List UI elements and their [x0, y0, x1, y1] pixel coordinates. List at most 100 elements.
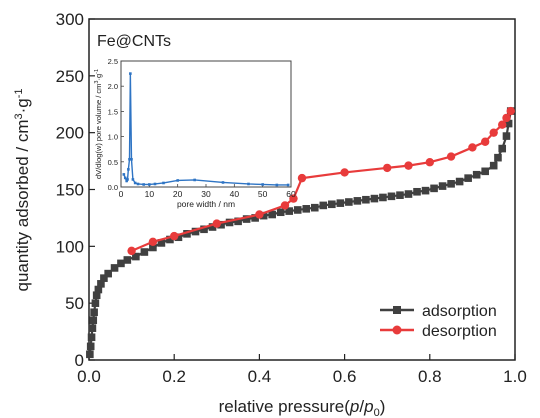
adsorption-point: [234, 217, 242, 226]
legend-adsorption-label: adsorption: [422, 303, 497, 320]
pore-distribution-point: [133, 181, 137, 185]
y-tick-label: 300: [56, 10, 84, 29]
adsorption-point: [100, 274, 108, 282]
adsorption-point: [90, 308, 98, 317]
desorption-point: [446, 152, 456, 161]
pore-distribution-point: [123, 176, 127, 180]
inset-x-tick-label: 10: [145, 189, 155, 199]
adsorption-point: [345, 198, 353, 206]
adsorption-point: [498, 144, 507, 153]
adsorption-point: [438, 182, 447, 190]
inset-y-tick-label: 0.0: [108, 183, 118, 192]
x-axis-title: relative pressure(p/p0): [219, 397, 386, 418]
pore-size-inset: 0 10 20 30 40 50 60 0.0 0.5 1.0 1.5 2.0 2.5 pore wi…: [94, 57, 296, 209]
pore-distribution-point: [131, 178, 135, 181]
adsorption-point: [481, 167, 489, 176]
adsorption-point: [117, 259, 125, 268]
x-axis-ticks: 0.0 0.2 0.4 0.6 0.8 1.0: [77, 354, 527, 386]
inset-x-tick-label: 20: [173, 189, 183, 199]
adsorption-point: [276, 208, 285, 217]
adsorption-point: [396, 191, 404, 199]
adsorption-point: [174, 233, 183, 242]
inset-x-title: pore width / nm: [177, 199, 235, 209]
inset-x-tick-label: 0: [119, 189, 124, 199]
pore-distribution-point: [286, 183, 290, 187]
adsorption-point: [379, 193, 387, 202]
legend-adsorption-marker: [393, 306, 401, 314]
inset-y-tick-label: 2.0: [108, 82, 118, 91]
adsorption-point: [149, 243, 157, 252]
adsorption-point: [92, 291, 101, 300]
x-tick-label: 0.0: [77, 367, 101, 386]
adsorption-point: [472, 170, 481, 179]
adsorption-point: [494, 153, 502, 162]
inset-x-tick-label: 40: [230, 189, 240, 199]
adsorption-point: [200, 225, 208, 234]
pore-distribution-point: [127, 168, 130, 171]
desorption-point: [289, 194, 298, 203]
pore-distribution-point: [125, 179, 128, 183]
adsorption-point: [208, 223, 217, 231]
adsorption-point: [421, 186, 430, 195]
adsorption-point: [464, 174, 472, 182]
adsorption-point: [217, 220, 225, 229]
desorption-point: [502, 113, 511, 123]
pore-distribution-point: [275, 183, 279, 187]
desorption-point: [255, 210, 264, 219]
pore-distribution-point: [221, 181, 225, 184]
adsorption-point: [94, 285, 103, 294]
adsorption-point: [132, 252, 140, 261]
desorption-point: [340, 168, 349, 177]
y-tick-label: 250: [56, 67, 84, 86]
y-tick-label: 200: [56, 124, 84, 143]
adsorption-point: [86, 342, 95, 351]
pore-distribution-point: [142, 183, 145, 186]
desorption-point: [280, 201, 290, 210]
desorption-point: [425, 158, 434, 167]
pore-distribution-line: [123, 73, 289, 186]
pore-distribution-point: [130, 157, 133, 161]
desorption-point: [297, 173, 307, 183]
desorption-point: [170, 231, 179, 241]
adsorption-point: [104, 269, 112, 278]
y-tick-label: 150: [56, 181, 84, 200]
desorption-point: [506, 106, 515, 116]
inset-y-tick-label: 2.5: [108, 57, 118, 66]
x-tick-label: 0.8: [418, 367, 442, 386]
adsorption-point: [310, 203, 319, 212]
sample-annotation: Fe@CNTs: [97, 33, 171, 50]
legend-desorption-marker: [392, 325, 402, 335]
adsorption-point: [504, 119, 513, 128]
adsorption-point: [87, 333, 96, 342]
adsorption-point: [387, 192, 396, 201]
adsorption-point: [285, 207, 294, 215]
adsorption-point: [404, 190, 413, 198]
pore-distribution-point: [122, 173, 126, 176]
y-axis-title: quantity adsorbed / cm3·g-1: [13, 88, 32, 291]
pore-distribution-point: [261, 183, 264, 186]
series-layer: [86, 106, 515, 359]
adsorption-point: [183, 230, 191, 238]
adsorption-point: [110, 264, 119, 272]
adsorption-point: [319, 201, 328, 210]
inset-y-tick-label: 0.5: [108, 158, 118, 167]
pore-distribution-point: [247, 182, 250, 186]
adsorption-point: [166, 235, 174, 244]
desorption-point: [468, 143, 477, 152]
adsorption-point: [191, 227, 200, 236]
y-tick-label: 0: [75, 351, 84, 370]
adsorption-point: [336, 199, 345, 207]
adsorption-point: [259, 211, 268, 220]
desorption-point: [383, 163, 392, 173]
adsorption-point: [97, 280, 105, 288]
x-tick-label: 0.4: [248, 367, 272, 386]
pore-distribution-point: [176, 179, 179, 182]
desorption-point: [148, 237, 158, 246]
legend: adsorption desorption: [380, 303, 497, 340]
pore-distribution-point: [129, 72, 132, 75]
adsorption-point: [502, 132, 511, 140]
y-tick-label: 100: [56, 237, 84, 256]
adsorption-point: [302, 205, 311, 213]
y-tick-label: 50: [65, 294, 84, 313]
adsorption-point: [413, 187, 421, 196]
